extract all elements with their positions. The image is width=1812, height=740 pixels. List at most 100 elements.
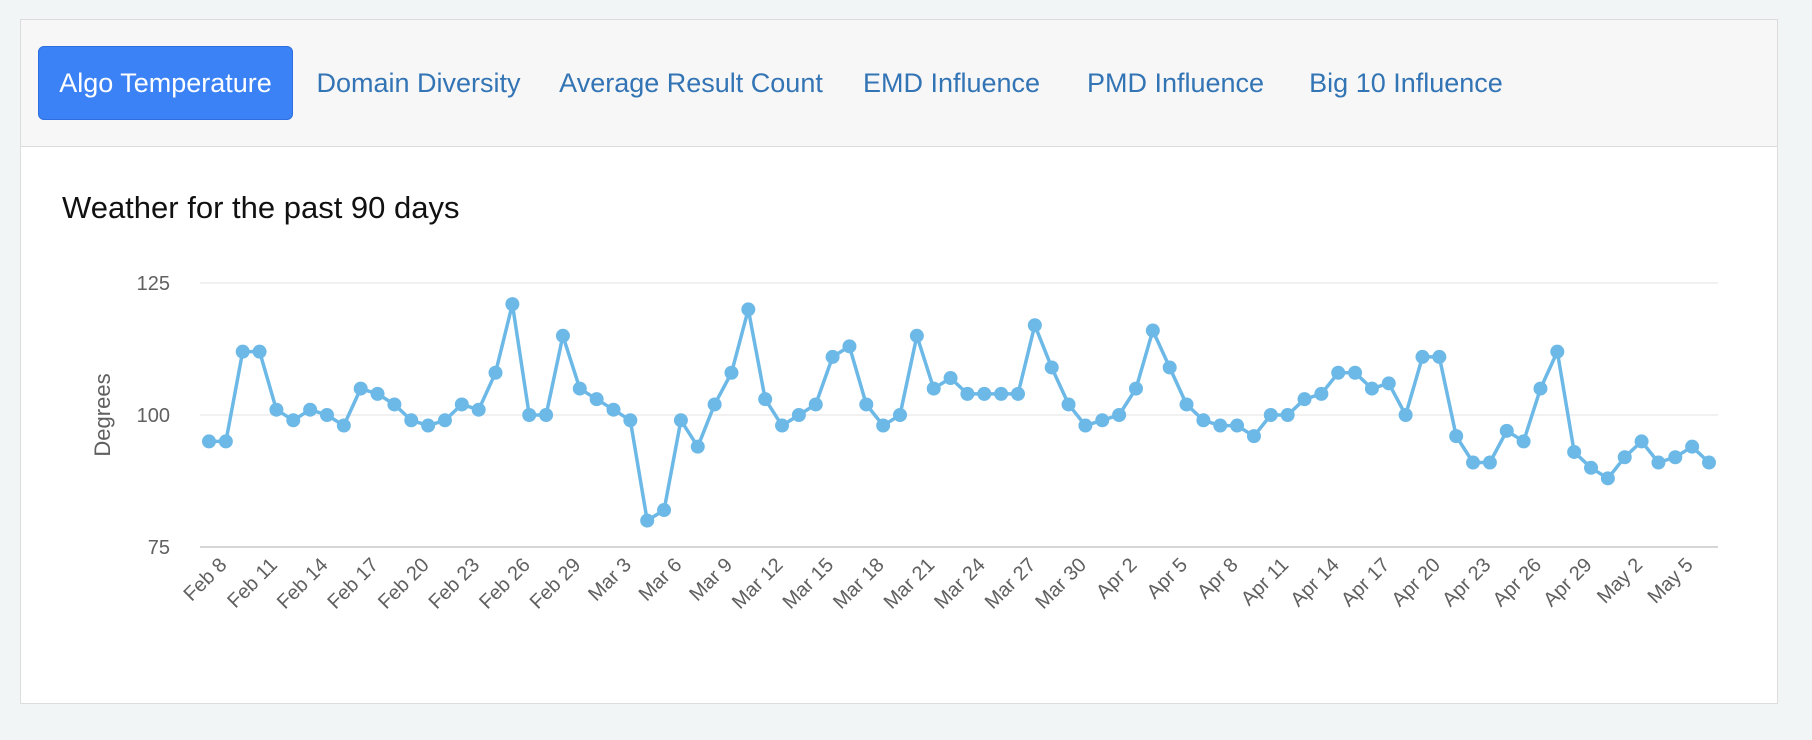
y-tick-label: 100 — [137, 405, 170, 427]
x-tick-label: Apr 5 — [1143, 554, 1192, 603]
data-point — [1550, 344, 1565, 359]
x-tick-label: Mar 18 — [829, 554, 889, 614]
data-point — [1584, 460, 1599, 475]
data-point — [876, 418, 891, 433]
data-point — [1179, 397, 1194, 412]
data-point — [1466, 455, 1481, 470]
data-point — [1348, 365, 1363, 380]
data-point — [572, 381, 587, 396]
data-point — [522, 408, 537, 422]
data-point — [589, 392, 604, 407]
x-tick-label: Apr 11 — [1237, 554, 1293, 610]
x-tick-label: Feb 29 — [526, 554, 586, 614]
data-point — [1398, 408, 1413, 422]
data-point — [1230, 418, 1245, 433]
tab-emd-influence[interactable]: EMD Influence — [862, 67, 1041, 98]
x-tick-label: Feb 20 — [374, 554, 434, 614]
data-point — [859, 397, 874, 412]
data-point — [640, 513, 655, 528]
data-point — [1516, 434, 1531, 449]
data-point — [303, 402, 318, 417]
x-tick-label: Mar 24 — [930, 554, 990, 614]
data-point — [1482, 455, 1497, 470]
data-point — [1499, 423, 1514, 438]
data-point — [657, 503, 672, 518]
x-tick-label: May 2 — [1593, 554, 1647, 608]
data-point — [943, 371, 958, 386]
data-point — [1600, 471, 1615, 486]
x-tick-label: Apr 20 — [1388, 554, 1445, 611]
tab-average-result-count[interactable]: Average Result Count — [559, 67, 823, 98]
tab-big-10-influence[interactable]: Big 10 Influence — [1309, 67, 1503, 98]
x-tick-label: May 5 — [1644, 554, 1698, 608]
x-tick-label: Feb 17 — [323, 554, 383, 614]
x-tick-label: Apr 2 — [1092, 554, 1141, 603]
data-point — [741, 302, 756, 317]
data-point — [724, 365, 739, 380]
data-point — [1314, 386, 1329, 401]
data-point — [404, 413, 419, 428]
data-point — [1078, 418, 1093, 433]
data-point — [758, 392, 773, 407]
data-point — [336, 418, 351, 433]
data-point — [1162, 360, 1177, 375]
data-point — [775, 418, 790, 433]
x-tick-label: Apr 8 — [1193, 554, 1242, 603]
x-tick-label: Apr 26 — [1489, 554, 1546, 611]
data-point — [1651, 455, 1666, 470]
tab-pmd-influence[interactable]: PMD Influence — [1086, 67, 1265, 98]
x-tick-label: Mar 21 — [880, 554, 940, 614]
tab-domain-diversity[interactable]: Domain Diversity — [316, 67, 521, 98]
data-point — [1331, 365, 1346, 380]
data-point — [909, 328, 924, 343]
data-point — [825, 349, 840, 364]
data-point — [1196, 413, 1211, 428]
x-tick-label: Mar 27 — [981, 554, 1041, 614]
data-point — [1364, 381, 1379, 396]
data-point — [286, 413, 301, 428]
x-tick-label: Mar 12 — [728, 554, 788, 614]
data-point — [926, 381, 941, 396]
data-point — [1095, 413, 1110, 428]
data-point — [1415, 349, 1430, 364]
data-point — [505, 297, 520, 312]
data-point — [353, 381, 368, 396]
data-point — [842, 339, 857, 354]
data-point — [1112, 408, 1127, 422]
chart-title: Weather for the past 90 days — [62, 190, 460, 225]
tab-bar: Algo Temperature Domain Diversity Averag… — [21, 20, 1777, 147]
data-point — [555, 328, 570, 343]
data-point — [994, 386, 1009, 401]
x-tick-label: Mar 30 — [1031, 554, 1091, 614]
data-point — [252, 344, 267, 359]
data-point — [1061, 397, 1076, 412]
data-point — [1246, 429, 1261, 444]
data-point — [1533, 381, 1548, 396]
y-tick-label: 75 — [148, 537, 170, 559]
data-point — [623, 413, 638, 428]
data-point — [202, 434, 216, 449]
data-point — [370, 386, 385, 401]
data-point — [1027, 318, 1042, 333]
data-point — [1432, 349, 1447, 364]
data-point — [471, 402, 486, 417]
x-tick-label: Feb 14 — [273, 554, 333, 614]
y-axis-label: Degrees — [90, 373, 115, 456]
x-tick-label: Feb 26 — [475, 554, 535, 614]
data-point — [1685, 439, 1700, 454]
data-point — [791, 408, 806, 422]
data-point — [1263, 408, 1278, 422]
data-point — [1010, 386, 1025, 401]
data-point — [808, 397, 823, 412]
tab-algo-temperature[interactable]: Algo Temperature — [38, 46, 293, 120]
data-point — [421, 418, 436, 433]
data-point — [893, 408, 908, 422]
data-point — [387, 397, 402, 412]
data-point — [1617, 450, 1632, 465]
data-point — [960, 386, 975, 401]
x-tick-label: Feb 23 — [425, 554, 485, 614]
series-line — [209, 302, 1711, 523]
x-tick-label: Apr 17 — [1337, 554, 1394, 611]
data-point — [539, 408, 554, 422]
